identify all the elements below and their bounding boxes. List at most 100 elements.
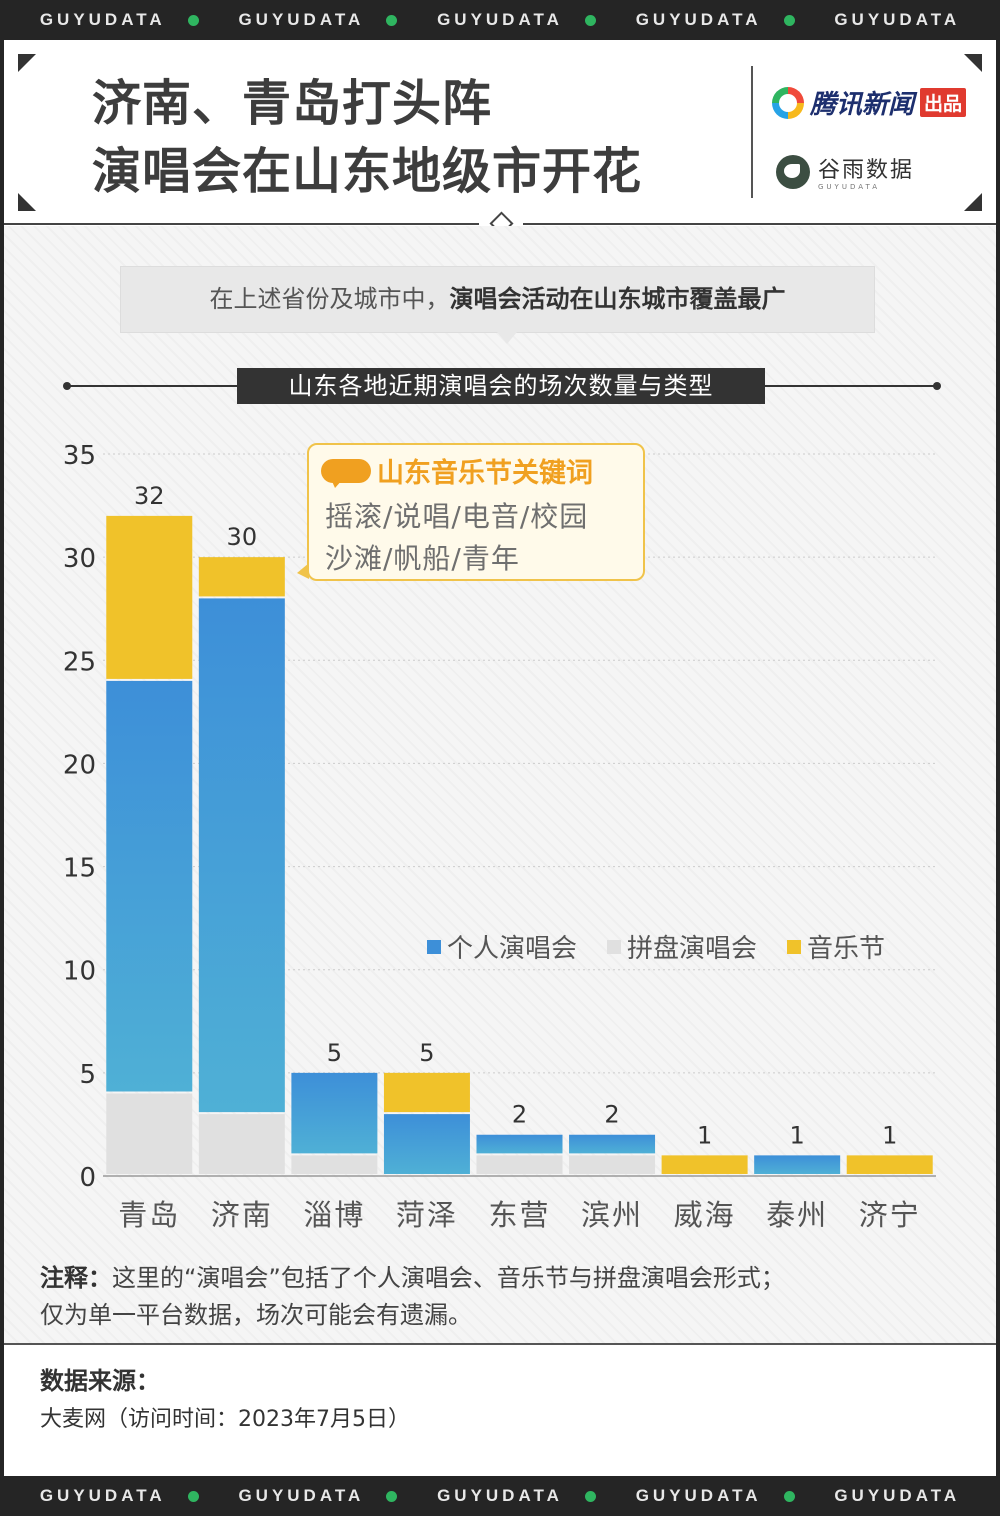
corner-mark-bottom-left (18, 193, 36, 211)
bar-segment (383, 1114, 470, 1174)
tencent-news-logo: 腾讯新闻 出品 (772, 84, 967, 121)
banner-dot (783, 14, 795, 26)
banner-word: GUYUDATA (437, 10, 563, 29)
bar-total-label: 1 (697, 1121, 712, 1149)
y-tick-label: 20 (63, 750, 96, 780)
x-tick-label: 威海 (674, 1198, 736, 1232)
bar-segment (846, 1155, 933, 1174)
banner-unit: GUYUDATA (636, 10, 795, 30)
source-footer: 数据来源： 大麦网（访问时间：2023年7月5日） (4, 1345, 996, 1476)
banner-unit: GUYUDATA (834, 10, 960, 30)
bar-segment (754, 1155, 841, 1174)
tencent-news-name: 腾讯新闻 (810, 90, 915, 120)
bar-segment (569, 1155, 656, 1174)
chart-legend: 个人演唱会 拼盘演唱会 音乐节 (427, 928, 885, 965)
banner-unit: GUYUDATA (40, 10, 199, 30)
banner-word: GUYUDATA (437, 1486, 563, 1505)
bar-segment (291, 1072, 378, 1154)
y-tick-label: 35 (63, 441, 96, 471)
x-tick-label: 菏泽 (396, 1198, 458, 1232)
bar-total-label: 2 (512, 1101, 527, 1129)
banner-word: GUYUDATA (238, 10, 365, 29)
note-text-1: 这里的“演唱会”包括了个人演唱会、音乐节与拼盘演唱会形式； (112, 1264, 785, 1292)
banner-unit: GUYUDATA (40, 1486, 199, 1506)
top-banner: GUYUDATA GUYUDATA GUYUDATA GUYUDATA GUYUDATA (0, 0, 1000, 40)
banner-word: GUYUDATA (39, 10, 166, 29)
bar-total-label: 32 (134, 482, 165, 510)
banner-unit: GUYUDATA (834, 1486, 960, 1506)
legend-item-group: 拼盘演唱会 (607, 928, 757, 965)
x-tick-label: 济南 (211, 1198, 273, 1232)
y-tick-label: 15 (63, 854, 96, 884)
banner-word: GUYUDATA (39, 1486, 166, 1505)
bar-total-label: 2 (604, 1101, 619, 1129)
title-dot-left (63, 382, 71, 390)
bar-segment (569, 1134, 656, 1154)
banner-unit: GUYUDATA (437, 1486, 596, 1506)
banner-dot (584, 14, 596, 26)
summary-lead: 在上述省份及城市中， (209, 285, 450, 313)
banner-word: GUYUDATA (834, 10, 961, 29)
page-title-line-1: 济南、青岛打头阵 (92, 75, 493, 132)
bar-segment (476, 1155, 563, 1174)
corner-mark-top-left (18, 54, 36, 72)
y-tick-label: 25 (63, 647, 96, 677)
banner-unit: GUYUDATA (238, 1486, 398, 1506)
chat-bubble-icon (321, 458, 371, 488)
title-rule-left (66, 385, 246, 387)
legend-item-individual: 个人演唱会 (427, 928, 577, 965)
y-tick-label: 30 (63, 544, 96, 574)
note-line-2: 仅为单一平台数据，场次可能会有遗漏。 (40, 1301, 472, 1329)
total-labels: 32 30 5 5 2 2 1 1 1 (134, 482, 897, 1149)
chart-title: 山东各地近期演唱会的场次数量与类型 (237, 368, 765, 404)
y-axis-ticks: 0 5 10 15 20 25 30 35 (63, 441, 96, 1193)
header: 济南、青岛打头阵 演唱会在山东地级市开花 腾讯新闻 出品 谷雨数据 GUYUDA… (4, 40, 996, 225)
banner-dot (187, 14, 199, 26)
title-rule-right (756, 385, 936, 387)
bottom-banner: GUYUDATA GUYUDATA GUYUDATA GUYUDATA GUYUDATA (0, 1476, 1000, 1516)
bar-total-label: 1 (882, 1121, 897, 1149)
frame-right-border (996, 40, 1000, 1476)
y-tick-label: 5 (79, 1060, 96, 1090)
bar-total-label: 30 (227, 523, 258, 551)
banner-unit: GUYUDATA (636, 1486, 795, 1506)
bar-segment (106, 515, 193, 679)
banner-word: GUYUDATA (238, 1486, 365, 1505)
title-dot-right (933, 382, 941, 390)
banner-word: GUYUDATA (834, 1486, 961, 1505)
bars (106, 515, 933, 1174)
source-title: 数据来源： (40, 1367, 160, 1395)
bar-total-label: 5 (419, 1039, 434, 1067)
x-axis-ticks: 青岛 济南 淄博 菏泽 东营 滨州 威海 泰州 济宁 (118, 1198, 918, 1232)
legend-label-individual: 个人演唱会 (447, 934, 578, 964)
chart-title-row: 山东各地近期演唱会的场次数量与类型 (63, 368, 941, 404)
chart-note: 注释：这里的“演唱会”包括了个人演唱会、音乐节与拼盘演唱会形式； 仅为单一平台数… (40, 1260, 960, 1334)
banner-dot (386, 14, 398, 26)
y-tick-label: 0 (79, 1163, 96, 1193)
legend-swatch-festival (787, 939, 802, 954)
banner-word: GUYUDATA (635, 10, 762, 29)
page-title: 济南、青岛打头阵 演唱会在山东地级市开花 (92, 70, 642, 206)
bar-segment (198, 1114, 285, 1174)
tencent-news-icon (772, 86, 804, 119)
header-rule-right (523, 223, 996, 225)
banner-word: GUYUDATA (635, 1486, 762, 1505)
bar-total-label: 1 (790, 1121, 805, 1149)
note-line-1: 注释：这里的“演唱会”包括了个人演唱会、音乐节与拼盘演唱会形式； (40, 1260, 960, 1297)
legend-swatch-group (607, 939, 622, 954)
y-tick-label: 10 (63, 957, 96, 987)
guyu-data-name: 谷雨数据 (818, 158, 915, 183)
banner-dot (584, 1490, 596, 1502)
banner-dot (783, 1490, 795, 1502)
page-title-line-2: 演唱会在山东地级市开花 (92, 143, 643, 200)
summary-highlight: 演唱会活动在山东城市覆盖最广 (449, 285, 786, 313)
keywords-title: 山东音乐节关键词 (377, 458, 593, 489)
keywords-line-2: 沙滩/帆船/青年 (325, 542, 520, 575)
banner-unit: GUYUDATA (437, 10, 596, 30)
x-tick-label: 泰州 (766, 1198, 828, 1232)
sources-divider (4, 1343, 996, 1345)
bar-segment (476, 1134, 563, 1154)
keywords-line-1: 摇滚/说唱/电音/校园 (325, 500, 589, 533)
banner-dot (386, 1490, 398, 1502)
